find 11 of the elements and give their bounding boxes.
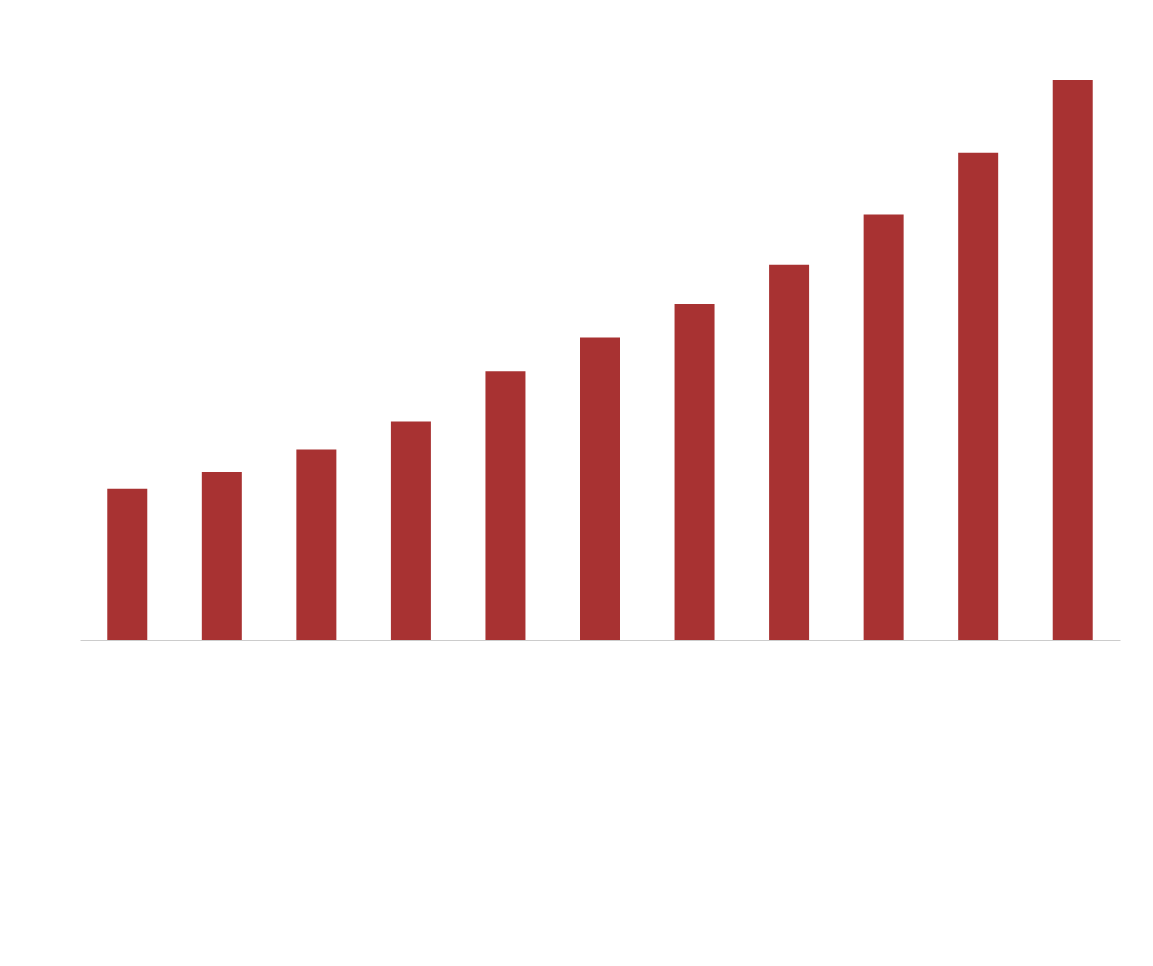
bar bbox=[863, 214, 904, 640]
bar bbox=[1052, 80, 1093, 640]
bar bbox=[674, 304, 715, 640]
bar bbox=[485, 371, 526, 640]
bar bbox=[390, 421, 431, 640]
bar bbox=[580, 337, 620, 640]
bar bbox=[958, 152, 999, 640]
bar bbox=[201, 472, 242, 640]
bar bbox=[107, 488, 148, 640]
bar bbox=[769, 264, 810, 640]
bar bbox=[296, 449, 337, 640]
